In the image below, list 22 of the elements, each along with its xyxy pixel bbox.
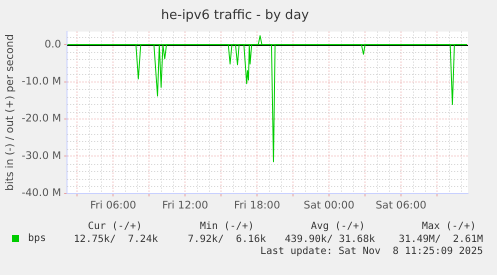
text: Max (-/+) <box>422 221 476 232</box>
text: Avg (-/+) <box>310 221 365 232</box>
y-tick-label: -40.0 M <box>22 187 62 200</box>
text: 12.75k/ 7.24k <box>74 234 158 245</box>
text: 439.90k/ 31.68k <box>284 234 375 245</box>
x-tick-label: Fri 06:00 <box>90 199 136 212</box>
text: Cur (-/+) <box>88 221 142 232</box>
text: Last update: Sat Nov 8 11:25:09 2025 <box>260 246 483 257</box>
y-tick-label: -10.0 M <box>22 76 62 88</box>
text: Min (-/+) <box>200 221 254 232</box>
x-tick-label: Sat 06:00 <box>376 199 426 212</box>
text: 31.49M/ 2.61M <box>398 234 483 245</box>
chart-title: he-ipv6 traffic - by day <box>161 8 310 24</box>
y-axis-title: bits in (-) / out (+) per second <box>4 34 16 191</box>
x-tick-label: Sat 00:00 <box>304 199 354 212</box>
legend-label: bps <box>27 233 46 244</box>
text: 7.92k/ 6.16k <box>188 234 266 245</box>
x-tick-label: Fri 12:00 <box>162 199 208 212</box>
y-tick-label: 0.0 <box>44 38 62 50</box>
y-tick-label: -30.0 M <box>22 150 62 162</box>
x-tick-label: Fri 18:00 <box>234 199 280 212</box>
y-tick-label: -20.0 M <box>22 112 62 125</box>
